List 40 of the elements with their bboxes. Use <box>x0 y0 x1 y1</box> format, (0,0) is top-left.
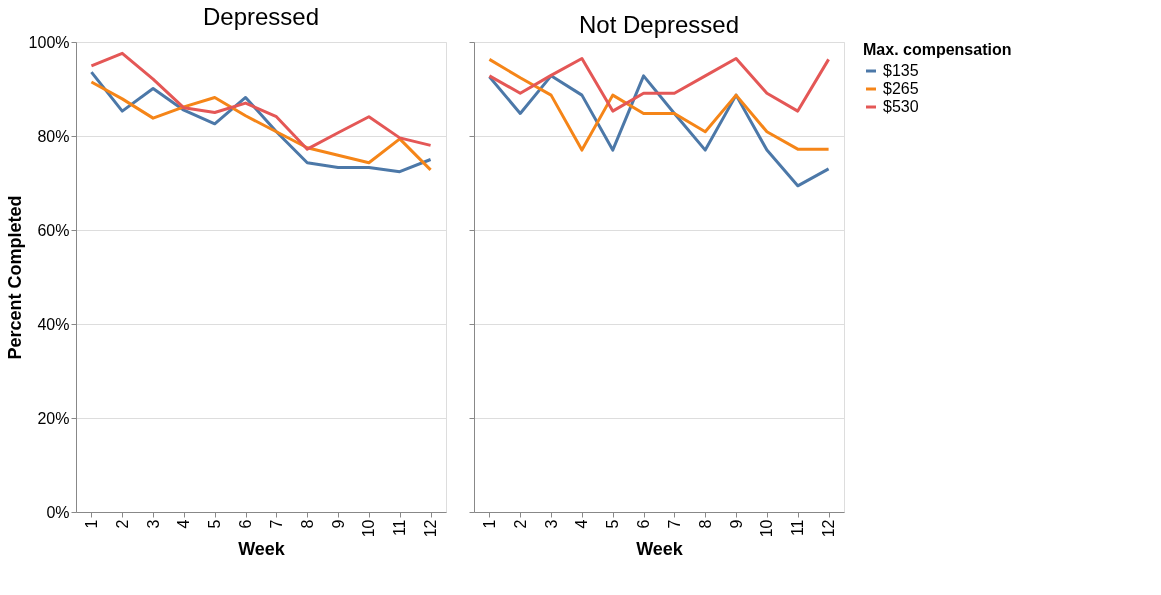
chart-title: Not Depressed <box>578 10 740 38</box>
x-tick-label: 11 <box>391 519 409 537</box>
legend-label: $265 <box>883 80 919 97</box>
x-tick-label: 9 <box>727 519 745 529</box>
x-tick-label: 4 <box>573 519 591 529</box>
x-tick-label: 5 <box>604 519 622 529</box>
x-tick-label: 8 <box>696 519 714 529</box>
y-tick-label: 0% <box>46 503 70 521</box>
x-tick-label: 1 <box>480 519 498 529</box>
x-tick-label: 2 <box>511 519 529 529</box>
legend-label: $135 <box>883 62 919 79</box>
legend-title: Max. compensation <box>863 41 1012 58</box>
x-tick-label: 9 <box>329 519 347 529</box>
x-tick-label: 2 <box>113 519 131 529</box>
x-tick-label: 1 <box>82 519 100 529</box>
x-tick-label: 7 <box>267 519 285 529</box>
line-series <box>89 51 433 151</box>
x-axis-title: Week <box>636 539 684 560</box>
x-tick-label: 8 <box>298 519 316 529</box>
y-tick-label: 60% <box>37 221 70 239</box>
y-tick-label: 80% <box>37 127 70 145</box>
x-axis-title: Week <box>238 539 286 560</box>
chart-title: Depressed <box>202 3 320 30</box>
x-tick-label: 10 <box>758 519 776 538</box>
x-tick-label: 12 <box>820 519 838 538</box>
x-tick-label: 4 <box>175 519 193 529</box>
y-tick-label: 20% <box>37 409 70 427</box>
x-tick-label: 11 <box>789 519 807 537</box>
x-tick-label: 5 <box>206 519 224 529</box>
y-tick-label: 40% <box>37 315 70 333</box>
x-tick-label: 10 <box>360 519 378 538</box>
y-tick-label: 100% <box>28 33 70 51</box>
x-tick-label: 7 <box>665 519 683 529</box>
legend-label: $530 <box>883 98 919 115</box>
x-tick-label: 6 <box>635 519 653 529</box>
x-tick-label: 3 <box>542 519 560 529</box>
x-tick-label: 12 <box>422 519 440 538</box>
x-tick-label: 3 <box>144 519 162 529</box>
y-axis-title: Percent Completed <box>4 195 25 360</box>
x-tick-label: 6 <box>237 519 255 529</box>
